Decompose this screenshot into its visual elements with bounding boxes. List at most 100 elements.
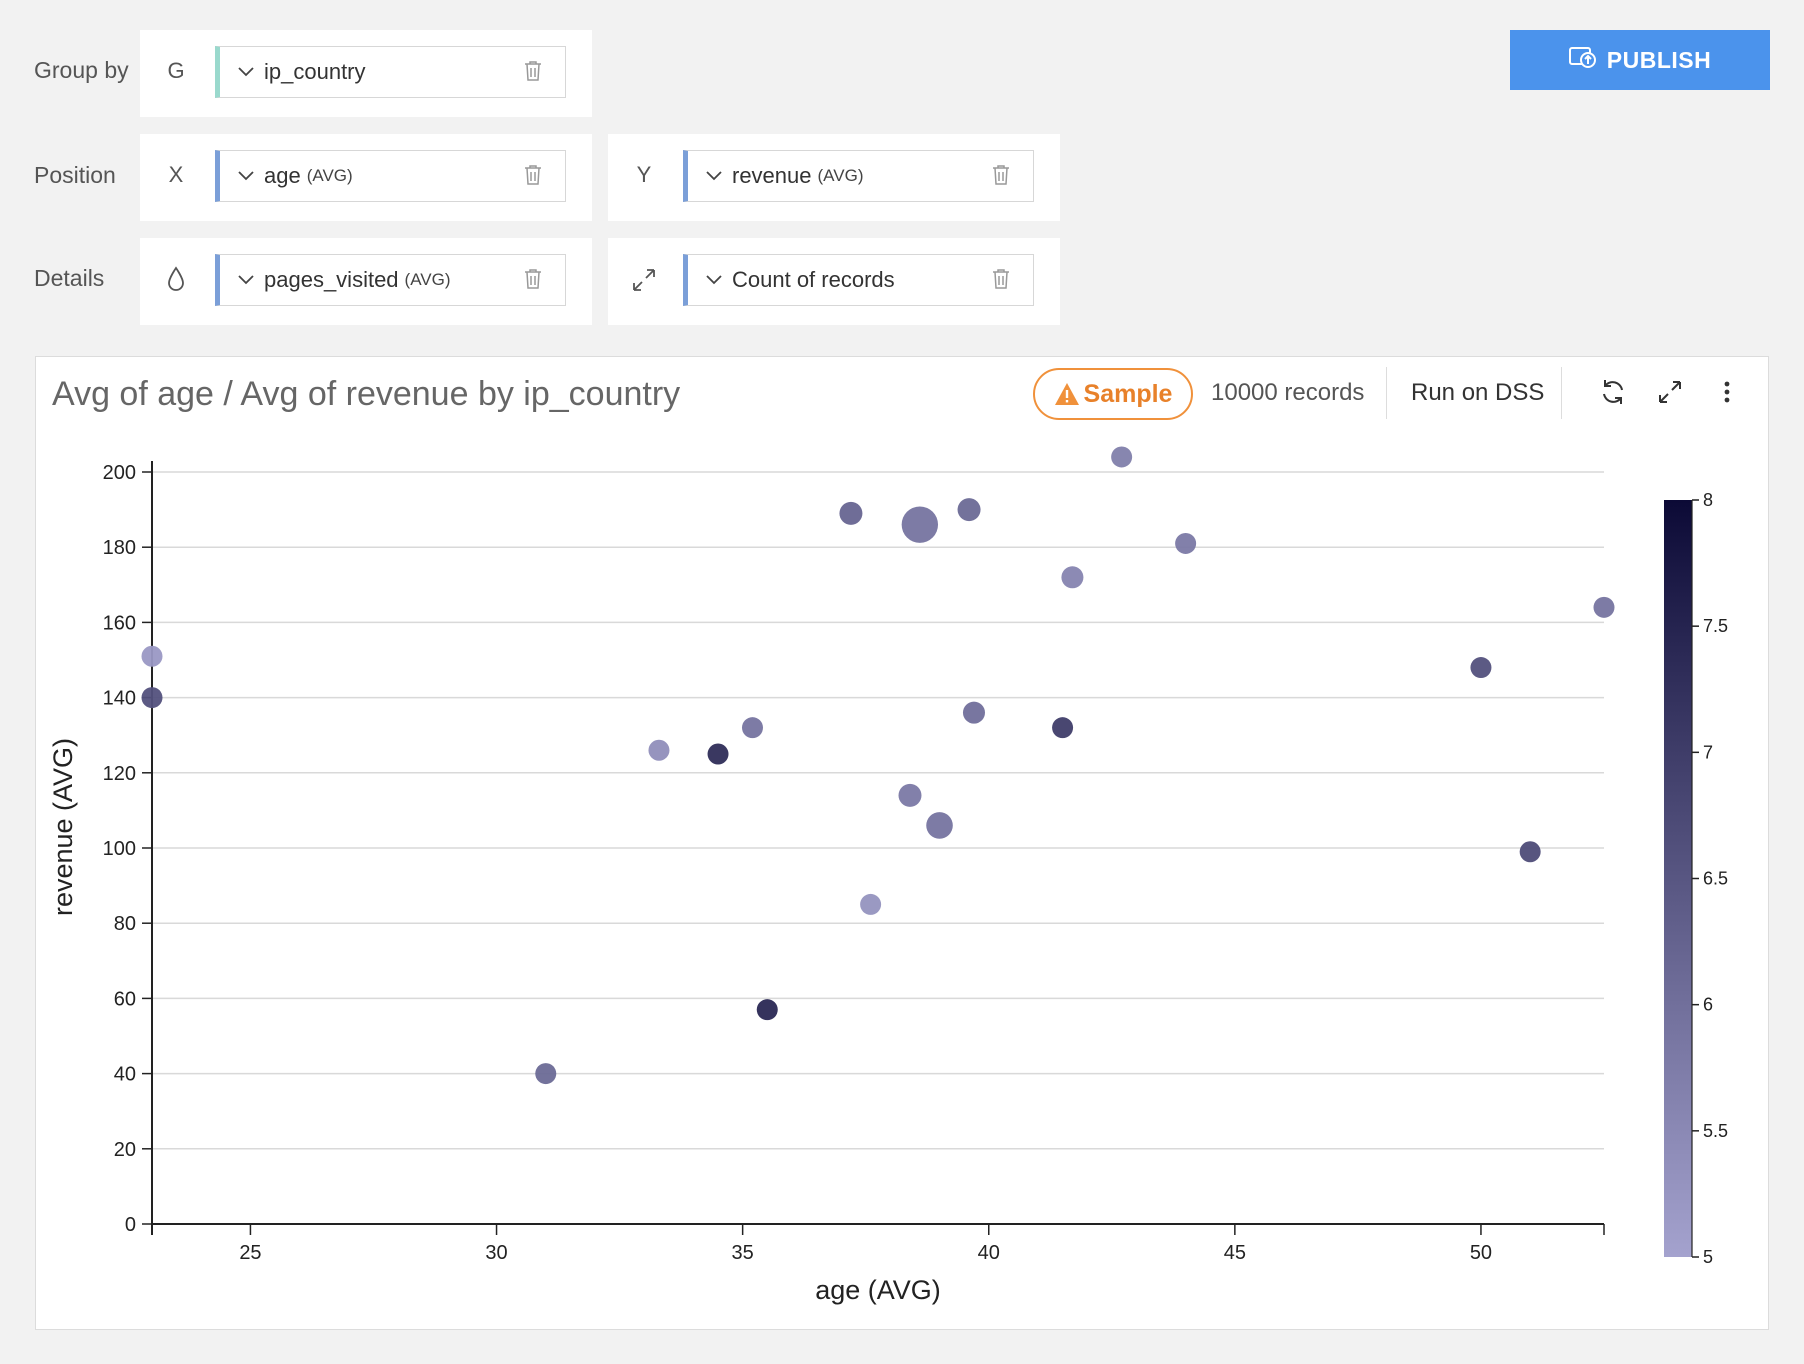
refresh-icon[interactable] bbox=[1596, 375, 1630, 409]
y-field-agg: (AVG) bbox=[817, 166, 864, 185]
trash-icon[interactable] bbox=[991, 268, 1013, 292]
x-tick-label: 40 bbox=[978, 1242, 1000, 1264]
x-field-dropdown[interactable]: age (AVG) bbox=[215, 150, 566, 202]
color-field-agg: (AVG) bbox=[404, 270, 451, 289]
scatter-point bbox=[648, 739, 670, 761]
color-scale-tick-label: 7 bbox=[1703, 742, 1713, 762]
trash-icon[interactable] bbox=[523, 164, 545, 188]
chevron-down-icon bbox=[238, 167, 256, 185]
droplet-icon bbox=[140, 266, 212, 298]
scatter-point bbox=[926, 812, 953, 839]
scatter-point bbox=[1175, 532, 1197, 554]
scatter-point bbox=[1052, 717, 1074, 739]
x-letter: X bbox=[168, 162, 184, 187]
scatter-point bbox=[901, 506, 939, 543]
size-field-dropdown[interactable]: Count of records bbox=[683, 254, 1034, 306]
x-field-name: age bbox=[264, 163, 301, 188]
scatter-point bbox=[535, 1063, 557, 1085]
chevron-down-icon bbox=[706, 167, 724, 185]
y-tick-label: 200 bbox=[103, 462, 136, 484]
x-tick-label: 25 bbox=[239, 1242, 261, 1264]
details-label: Details bbox=[34, 265, 105, 291]
group-field-name: ip_country bbox=[264, 59, 366, 84]
color-scale-tick-label: 8 bbox=[1703, 490, 1713, 510]
chart-panel: Avg of age / Avg of revenue by ip_countr… bbox=[35, 356, 1769, 1330]
y-tick-label: 160 bbox=[103, 612, 136, 634]
y-tick-label: 140 bbox=[103, 688, 136, 710]
publish-label: PUBLISH bbox=[1606, 46, 1712, 73]
separator bbox=[1561, 367, 1562, 419]
color-scale-legend: 8 7.5 7 6.5 6 5.5 5 bbox=[1664, 490, 1728, 1267]
y-axis-card: Y revenue (AVG) bbox=[608, 134, 1060, 221]
run-on-dss-button[interactable]: Run on DSS bbox=[1411, 379, 1545, 406]
trash-icon[interactable] bbox=[523, 60, 545, 84]
scatter-point bbox=[1519, 841, 1541, 863]
sample-badge[interactable]: Sample bbox=[1033, 368, 1193, 420]
color-card: pages_visited (AVG) bbox=[140, 238, 592, 325]
resize-icon bbox=[608, 266, 680, 300]
chevron-down-icon bbox=[238, 271, 256, 289]
x-tick-label: 30 bbox=[485, 1242, 507, 1264]
scatter-point bbox=[707, 743, 729, 765]
separator bbox=[1386, 367, 1387, 419]
scatter-point bbox=[756, 999, 778, 1021]
more-options-icon[interactable] bbox=[1710, 375, 1744, 409]
publish-button[interactable]: PUBLISH bbox=[1510, 30, 1770, 90]
x-field-agg: (AVG) bbox=[306, 166, 353, 185]
size-card: Count of records bbox=[608, 238, 1060, 325]
y-tick-label: 80 bbox=[114, 913, 136, 935]
scatter-point bbox=[741, 717, 763, 739]
color-scale-tick-label: 5 bbox=[1703, 1247, 1713, 1267]
scatter-point bbox=[957, 498, 981, 522]
records-count: 10000 records bbox=[1211, 379, 1365, 406]
scatter-point bbox=[962, 701, 985, 724]
y-tick-label: 20 bbox=[114, 1139, 136, 1161]
trash-icon[interactable] bbox=[991, 164, 1013, 188]
color-scale-tick-label: 7.5 bbox=[1703, 616, 1728, 636]
scatter-point bbox=[839, 501, 863, 525]
position-label: Position bbox=[34, 162, 116, 188]
grid-lines bbox=[152, 471, 1604, 1150]
y-tick-label: 60 bbox=[114, 988, 136, 1010]
y-field-dropdown[interactable]: revenue (AVG) bbox=[683, 150, 1034, 202]
publish-icon bbox=[1568, 45, 1607, 75]
chevron-down-icon bbox=[706, 271, 724, 289]
scatter-point bbox=[141, 687, 163, 709]
x-axis-title: age (AVG) bbox=[815, 1275, 941, 1305]
scatter-point bbox=[860, 893, 882, 915]
scatter-point bbox=[141, 645, 163, 667]
expand-icon[interactable] bbox=[1653, 375, 1687, 409]
chart-title: Avg of age / Avg of revenue by ip_countr… bbox=[52, 375, 681, 413]
x-tick-label: 35 bbox=[732, 1242, 754, 1264]
y-tick-label: 180 bbox=[103, 537, 136, 559]
sample-label: Sample bbox=[1083, 379, 1173, 408]
y-tick-label: 100 bbox=[103, 838, 136, 860]
scatter-point bbox=[1061, 566, 1084, 589]
y-axis-title: revenue (AVG) bbox=[48, 738, 78, 916]
color-scale-tick-label: 6.5 bbox=[1703, 869, 1728, 889]
y-tick-label: 0 bbox=[125, 1214, 136, 1236]
group-by-card: G ip_country bbox=[140, 30, 592, 117]
color-scale-tick-label: 5.5 bbox=[1703, 1121, 1728, 1141]
data-points bbox=[141, 446, 1615, 1085]
axes: 0 20 40 60 80 100 120 140 160 180 200 25 30 35 40 45 50 bbox=[103, 461, 1605, 1264]
y-letter: Y bbox=[636, 162, 652, 187]
y-tick-label: 40 bbox=[114, 1064, 136, 1086]
warning-icon bbox=[1054, 382, 1080, 406]
color-field-dropdown[interactable]: pages_visited (AVG) bbox=[215, 254, 566, 306]
group-field-dropdown[interactable]: ip_country bbox=[215, 46, 566, 98]
color-field-name: pages_visited bbox=[264, 267, 399, 292]
color-scale-tick-label: 6 bbox=[1703, 995, 1713, 1015]
color-scale-bar bbox=[1664, 500, 1692, 1257]
group-letter: G bbox=[167, 58, 185, 83]
trash-icon[interactable] bbox=[523, 268, 545, 292]
y-field-name: revenue bbox=[732, 163, 812, 188]
x-tick-label: 50 bbox=[1470, 1242, 1492, 1264]
size-field-name: Count of records bbox=[732, 267, 895, 292]
x-axis-card: X age (AVG) bbox=[140, 134, 592, 221]
scatter-point bbox=[1111, 446, 1133, 468]
scatter-point bbox=[898, 783, 922, 807]
x-tick-label: 45 bbox=[1224, 1242, 1246, 1264]
scatter-point bbox=[1470, 657, 1492, 679]
